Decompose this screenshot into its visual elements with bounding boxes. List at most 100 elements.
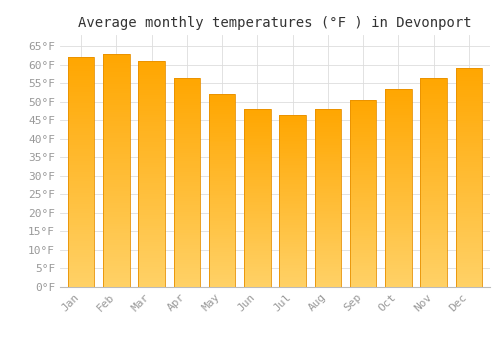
- Bar: [420, 220, 447, 222]
- Bar: [314, 162, 341, 164]
- Bar: [385, 166, 411, 168]
- Bar: [209, 262, 236, 264]
- Bar: [68, 257, 94, 259]
- Bar: [456, 206, 482, 208]
- Bar: [174, 264, 200, 266]
- Bar: [385, 111, 411, 113]
- Bar: [209, 145, 236, 146]
- Bar: [385, 249, 411, 251]
- Bar: [456, 230, 482, 232]
- Bar: [138, 133, 165, 135]
- Bar: [138, 113, 165, 115]
- Bar: [174, 281, 200, 283]
- Bar: [138, 203, 165, 205]
- Bar: [280, 263, 306, 265]
- Bar: [68, 211, 94, 213]
- Bar: [350, 107, 376, 109]
- Bar: [209, 235, 236, 237]
- Bar: [174, 276, 200, 279]
- Bar: [103, 75, 130, 77]
- Bar: [103, 233, 130, 236]
- Bar: [350, 220, 376, 222]
- Bar: [103, 182, 130, 184]
- Bar: [209, 248, 236, 250]
- Bar: [68, 92, 94, 94]
- Bar: [103, 156, 130, 159]
- Bar: [68, 204, 94, 206]
- Bar: [174, 178, 200, 180]
- Bar: [103, 250, 130, 252]
- Bar: [68, 214, 94, 216]
- Bar: [209, 277, 236, 279]
- Bar: [68, 266, 94, 268]
- Bar: [456, 82, 482, 84]
- Bar: [244, 173, 270, 175]
- Bar: [174, 258, 200, 260]
- Bar: [314, 284, 341, 285]
- Bar: [138, 167, 165, 169]
- Bar: [385, 105, 411, 107]
- Bar: [385, 113, 411, 114]
- Bar: [385, 174, 411, 176]
- Bar: [314, 189, 341, 191]
- Bar: [280, 201, 306, 203]
- Bar: [350, 210, 376, 212]
- Bar: [244, 241, 270, 243]
- Bar: [68, 110, 94, 112]
- Bar: [174, 232, 200, 234]
- Bar: [103, 93, 130, 96]
- Bar: [350, 274, 376, 276]
- Bar: [209, 198, 236, 200]
- Bar: [314, 148, 341, 150]
- Bar: [244, 114, 270, 116]
- Bar: [138, 212, 165, 215]
- Bar: [103, 275, 130, 278]
- Bar: [314, 170, 341, 172]
- Bar: [103, 194, 130, 196]
- Bar: [103, 128, 130, 131]
- Bar: [103, 278, 130, 280]
- Bar: [174, 105, 200, 107]
- Bar: [385, 271, 411, 273]
- Bar: [244, 170, 270, 172]
- Bar: [420, 117, 447, 119]
- Bar: [138, 86, 165, 88]
- Bar: [68, 268, 94, 271]
- Bar: [350, 270, 376, 272]
- Bar: [456, 143, 482, 145]
- Bar: [350, 283, 376, 285]
- Bar: [350, 177, 376, 178]
- Bar: [68, 202, 94, 204]
- Bar: [68, 156, 94, 158]
- Bar: [280, 146, 306, 147]
- Bar: [138, 215, 165, 217]
- Bar: [280, 265, 306, 266]
- Bar: [174, 155, 200, 157]
- Bar: [244, 209, 270, 210]
- Bar: [68, 181, 94, 184]
- Bar: [103, 217, 130, 219]
- Bar: [280, 272, 306, 273]
- Bar: [103, 98, 130, 100]
- Bar: [174, 94, 200, 97]
- Bar: [420, 121, 447, 124]
- Bar: [174, 243, 200, 245]
- Bar: [244, 255, 270, 257]
- Bar: [314, 267, 341, 269]
- Bar: [68, 108, 94, 110]
- Bar: [244, 285, 270, 287]
- Bar: [350, 158, 376, 160]
- Bar: [314, 177, 341, 178]
- Bar: [280, 270, 306, 272]
- Bar: [103, 282, 130, 285]
- Bar: [209, 239, 236, 241]
- Bar: [280, 154, 306, 156]
- Bar: [385, 99, 411, 101]
- Bar: [244, 216, 270, 218]
- Bar: [314, 255, 341, 257]
- Bar: [103, 215, 130, 217]
- Bar: [385, 190, 411, 192]
- Bar: [244, 267, 270, 269]
- Bar: [103, 184, 130, 187]
- Bar: [314, 186, 341, 187]
